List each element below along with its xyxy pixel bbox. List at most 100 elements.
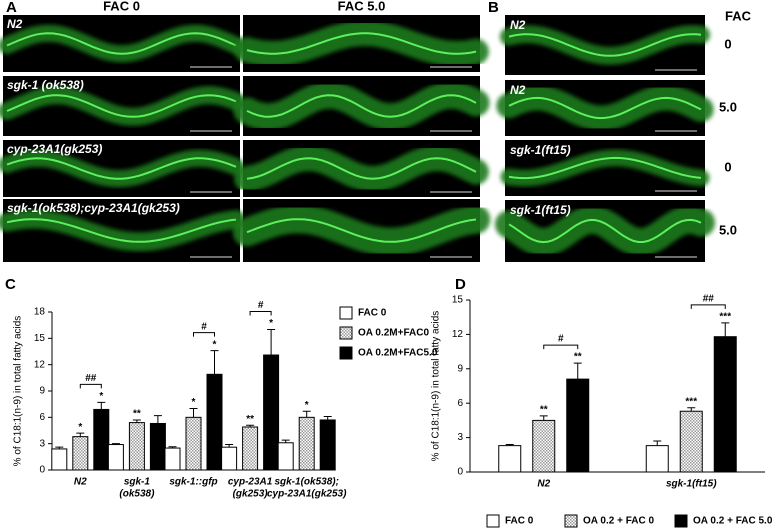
x-tick-label: sgk-1::gfp xyxy=(169,477,217,488)
bar xyxy=(221,446,238,471)
column-header: FAC xyxy=(725,8,752,23)
error-bar xyxy=(55,446,64,449)
bar xyxy=(713,336,737,473)
significance-mark: * xyxy=(99,391,103,402)
micrograph xyxy=(3,140,240,197)
y-tick-label: 0 xyxy=(39,465,45,476)
bar xyxy=(72,436,89,471)
significance-mark: *** xyxy=(685,396,697,407)
x-tick-label: sgk-1(ft15) xyxy=(666,479,717,490)
legend-label: FAC 0 xyxy=(505,516,534,527)
image-label: sgk-1(ft15) xyxy=(510,143,571,157)
worm-gut xyxy=(508,156,702,180)
significance-mark: ** xyxy=(540,404,548,415)
error-bar xyxy=(721,322,730,337)
bar xyxy=(107,444,124,471)
y-tick-label: 18 xyxy=(34,307,46,318)
bar xyxy=(242,426,259,471)
worm-gut xyxy=(508,33,702,57)
error-bar xyxy=(189,408,198,418)
legend-swatch xyxy=(486,514,500,528)
panel-label: A xyxy=(6,0,17,16)
comparison-label: ## xyxy=(703,294,715,305)
error-bar xyxy=(132,419,141,423)
significance-mark: * xyxy=(78,422,82,433)
comparison-label: # xyxy=(558,334,564,345)
bar xyxy=(645,445,669,473)
bar xyxy=(277,442,294,471)
fac-label: 5.0 xyxy=(719,99,737,114)
fac-label: 0 xyxy=(724,36,731,51)
error-bar xyxy=(225,444,234,448)
bar xyxy=(185,416,202,471)
worm-gut xyxy=(6,218,237,243)
x-tick-label: N2 xyxy=(537,479,550,490)
significance-mark: * xyxy=(192,397,196,408)
error-bar xyxy=(246,424,255,427)
bar xyxy=(51,448,68,471)
comparison-bracket xyxy=(249,311,272,316)
legend-label: OA 0.2M+FAC5.0 xyxy=(358,348,438,359)
error-bar xyxy=(653,440,662,446)
legend-label: OA 0.2M+FAC0 xyxy=(358,328,429,339)
legend-label: OA 0.2 + FAC 0 xyxy=(583,516,654,527)
comparison-bracket xyxy=(79,383,102,389)
fac-label: 0 xyxy=(724,159,731,174)
y-tick-label: 12 xyxy=(34,359,46,370)
significance-mark: ** xyxy=(133,409,141,420)
bar xyxy=(149,422,166,471)
legend-swatch xyxy=(674,514,688,528)
error-bar xyxy=(267,329,276,356)
significance-mark: * xyxy=(269,318,273,329)
image-label: sgk-1(ok538);cyp-23A1(gk253) xyxy=(7,201,180,215)
error-bar xyxy=(76,432,85,437)
y-tick-label: 9 xyxy=(39,386,45,397)
comparison-label: # xyxy=(201,321,207,332)
error-bar xyxy=(168,446,177,449)
worm-gut xyxy=(246,32,477,55)
error-bar xyxy=(687,407,696,412)
y-tick-label: 15 xyxy=(34,333,46,344)
image-label: N2 xyxy=(510,18,526,32)
worm-gut xyxy=(246,94,477,118)
fac-label: 5.0 xyxy=(719,222,737,237)
significance-mark: * xyxy=(213,339,217,350)
worm-gut xyxy=(246,157,477,180)
image-label: sgk-1(ft15) xyxy=(510,203,571,217)
bar xyxy=(128,422,145,471)
panel-label: D xyxy=(455,276,466,293)
x-tick-label: sgk-1 xyxy=(124,477,151,488)
x-tick-label: (gk253) xyxy=(233,489,269,500)
bar xyxy=(298,416,315,471)
image-label: N2 xyxy=(7,17,23,31)
y-tick-label: 15 xyxy=(452,295,464,306)
y-axis-title: % of C18:1(n-9) in total fatty acids xyxy=(13,316,24,467)
comparison-bracket xyxy=(543,344,579,350)
error-bar xyxy=(210,350,219,375)
error-bar xyxy=(302,410,311,418)
worm-gut xyxy=(246,218,477,243)
x-tick-label: (ok538) xyxy=(119,489,155,500)
error-bar xyxy=(281,439,290,443)
y-axis-title: % of C18:1(n-9) in total fatty acids xyxy=(431,311,442,462)
y-tick-label: 6 xyxy=(39,412,45,423)
bar xyxy=(679,410,703,473)
bar xyxy=(263,354,280,471)
x-tick-label: cyp-23A1 xyxy=(228,477,273,488)
error-bar xyxy=(573,362,582,380)
worm-gut xyxy=(6,94,237,118)
bar xyxy=(164,447,181,471)
column-header: FAC 5.0 xyxy=(338,0,386,13)
y-tick-label: 0 xyxy=(457,467,463,478)
panel-label: C xyxy=(5,276,16,293)
micrograph xyxy=(3,15,240,72)
worm-gut xyxy=(508,96,702,120)
comparison-label: ## xyxy=(85,373,97,384)
legend-label: FAC 0 xyxy=(358,308,387,319)
worm-gut xyxy=(6,157,237,180)
bar xyxy=(498,445,522,473)
worm-gut xyxy=(6,32,237,55)
panel-label: B xyxy=(488,0,499,16)
error-bar xyxy=(153,415,162,424)
